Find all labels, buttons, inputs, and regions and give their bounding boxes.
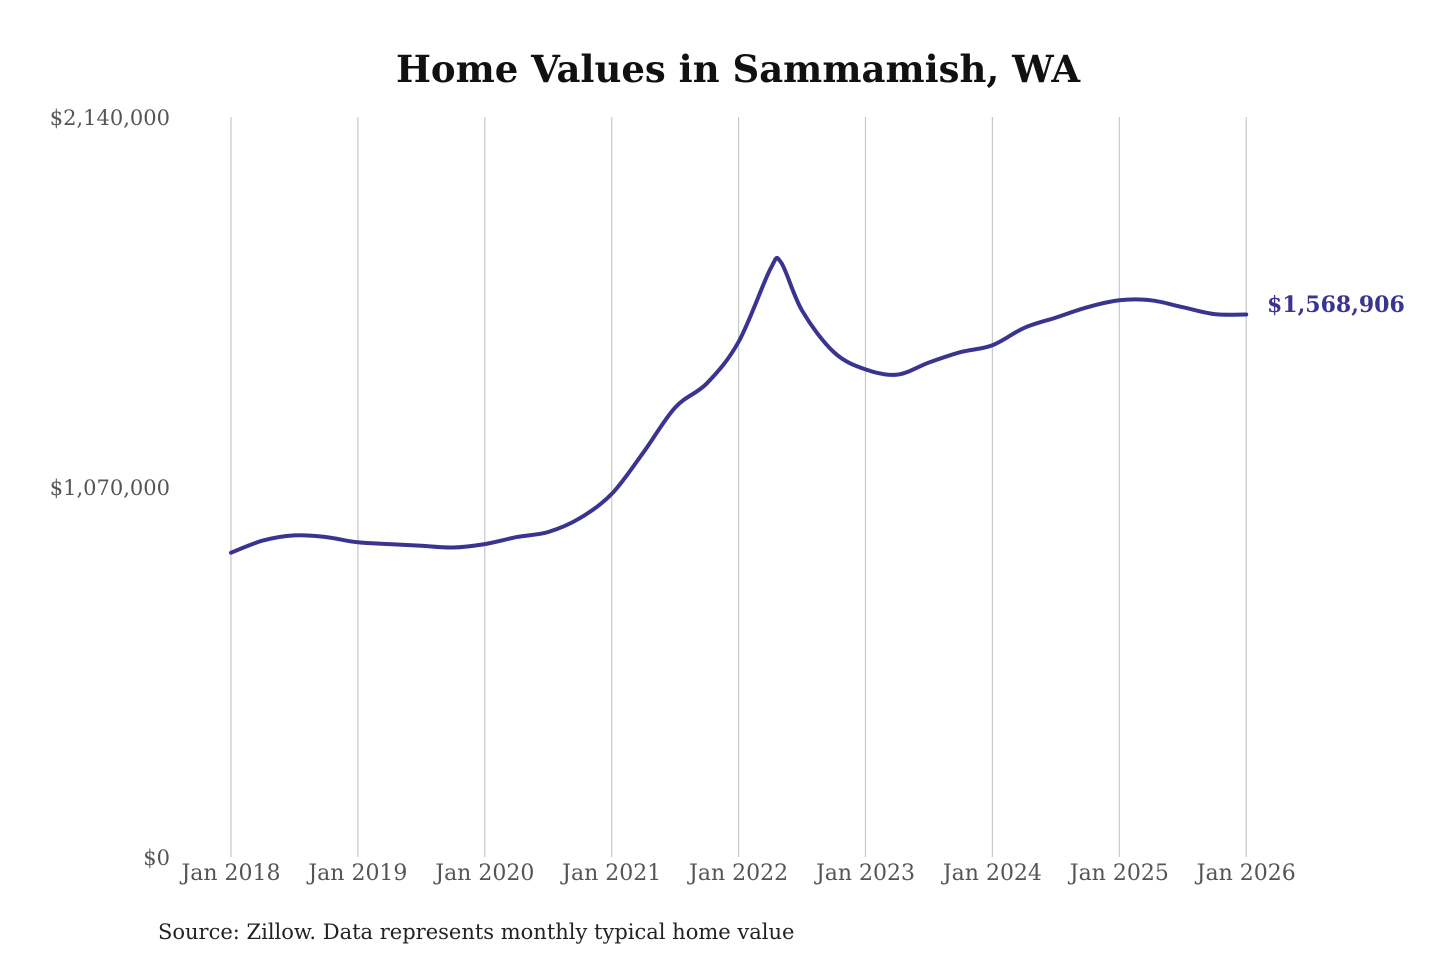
source-note: Source: Zillow. Data represents monthly … bbox=[158, 920, 794, 944]
y-tick-label: $2,140,000 bbox=[50, 106, 170, 130]
y-tick-label: $0 bbox=[143, 846, 170, 870]
x-tick-label: Jan 2021 bbox=[560, 861, 661, 886]
y-axis-ticks: $0 $1,070,000 $2,140,000 bbox=[50, 106, 170, 870]
y-tick-label: $1,070,000 bbox=[50, 476, 170, 500]
x-tick-label: Jan 2023 bbox=[814, 861, 915, 886]
series-line bbox=[229, 255, 1249, 555]
end-value-label: $1,568,906 bbox=[1267, 292, 1405, 318]
grid-lines bbox=[230, 117, 1247, 857]
x-tick-label: Jan 2022 bbox=[687, 861, 788, 886]
x-tick-label: Jan 2019 bbox=[306, 861, 407, 886]
x-tick-label: Jan 2020 bbox=[433, 861, 534, 886]
x-tick-label: Jan 2018 bbox=[179, 861, 280, 886]
x-tick-label: Jan 2024 bbox=[941, 861, 1042, 886]
x-axis-ticks: Jan 2018 Jan 2019 Jan 2020 Jan 2021 Jan 2022… bbox=[179, 861, 1295, 886]
x-tick-label: Jan 2025 bbox=[1068, 861, 1169, 886]
x-tick-label: Jan 2026 bbox=[1195, 861, 1296, 886]
chart-title: Home Values in Sammamish, WA bbox=[396, 47, 1081, 91]
